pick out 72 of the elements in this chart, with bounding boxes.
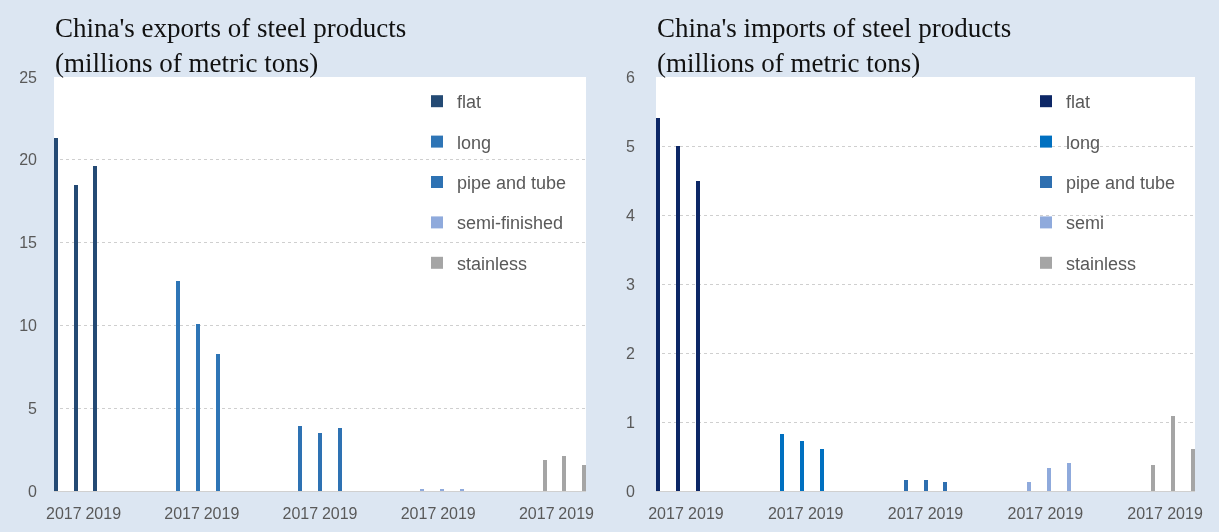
legend-label: flat [1066,92,1091,113]
y-tick-label: 1 [626,413,636,431]
x-tick-label: 2019 [688,505,724,523]
bar [54,138,58,491]
legend-label: long [457,132,492,153]
y-tick-label: 10 [19,317,38,334]
x-tick-label: 2017 [400,505,437,523]
x-tick-label: 2019 [807,505,844,523]
x-tick-label: 2017 [1007,505,1044,523]
x-tick-label: 2019 [558,505,595,523]
chart-title: China's exports of steel products (millions of metric tons) [55,13,407,79]
bar [924,480,928,491]
bar [74,185,78,491]
bar [216,354,220,491]
bar [562,456,566,491]
bar [1171,416,1175,491]
bar [298,426,302,491]
legend-label: flat [457,92,482,113]
bar [800,441,804,491]
y-tick-label: 25 [19,68,38,86]
x-tick-label: 2019 [440,505,476,523]
bar [656,118,660,491]
y-tick-label: 0 [28,482,38,500]
y-tick-label: 5 [28,399,38,417]
legend-label: stainless [457,253,528,274]
bar [196,324,200,491]
y-tick-label: 2 [626,344,636,362]
bar [1047,468,1051,491]
bar [1151,465,1155,491]
bar [1191,449,1195,491]
bar [904,480,908,491]
y-tick-label: 5 [626,137,636,155]
bar [1027,482,1031,491]
y-tick-label: 6 [626,68,636,86]
bar [696,181,700,491]
x-tick-label: 2017 [518,505,555,523]
legend-label: semi [1066,213,1105,234]
bar [582,465,586,491]
x-tick-label: 2019 [321,505,358,523]
bar [780,434,784,491]
bar [176,281,180,491]
x-tick-label: 2017 [648,505,684,523]
bar [820,449,824,491]
x-tick-label: 2019 [927,505,964,523]
bar [338,428,342,491]
bar [543,460,547,491]
bar [676,146,680,491]
y-tick-label: 3 [626,275,636,293]
bar [93,166,97,491]
y-tick-label: 0 [626,482,636,500]
y-tick-label: 20 [19,151,38,169]
x-tick-label: 2017 [1127,505,1163,523]
x-tick-label: 2017 [164,505,200,523]
legend-label: semi-finished [457,213,564,234]
bar [318,433,322,491]
legend-label: long [1066,132,1101,153]
chart-title: China's imports of steel products (millions of metric tons) [657,13,1012,79]
legend-label: pipe and tube [1066,173,1176,194]
x-tick-label: 2019 [85,505,122,523]
y-tick-label: 4 [626,206,636,224]
y-tick-label: 15 [19,234,38,252]
x-tick-label: 2017 [767,505,804,523]
bar [943,482,947,491]
legend-label: pipe and tube [457,173,567,194]
bar [1067,463,1071,491]
x-tick-label: 2017 [46,505,82,523]
legend-label: stainless [1066,253,1137,274]
x-tick-label: 2019 [1167,505,1203,523]
x-tick-label: 2017 [282,505,319,523]
x-tick-label: 2019 [203,505,240,523]
x-tick-label: 2017 [887,505,924,523]
x-tick-label: 2019 [1047,505,1084,523]
